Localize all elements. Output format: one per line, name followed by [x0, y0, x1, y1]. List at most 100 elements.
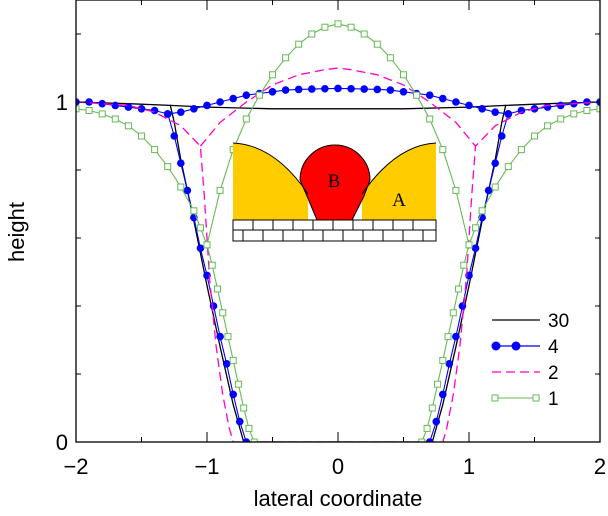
- legend-label-4: 4: [548, 337, 559, 358]
- point-1: [190, 207, 198, 215]
- point-4: [235, 417, 244, 426]
- point-4: [98, 99, 106, 108]
- point-4: [150, 106, 159, 115]
- legend-entry-4: 4: [491, 337, 559, 358]
- x-tick-label: 2: [594, 454, 606, 479]
- x-axis-title: lateral coordinate: [254, 486, 423, 511]
- point-4: [163, 110, 172, 118]
- legend-label-30: 30: [548, 311, 569, 332]
- inset-label-a: A: [392, 190, 406, 211]
- point-1: [544, 122, 552, 130]
- series-layer: [76, 20, 600, 442]
- point-1: [460, 261, 468, 269]
- point-1: [596, 105, 600, 113]
- x-tick-label: 1: [463, 454, 475, 479]
- point-1: [423, 424, 431, 432]
- point-1: [98, 110, 106, 118]
- legend-label-2: 2: [548, 363, 559, 384]
- point-4: [222, 360, 231, 368]
- point-1: [308, 30, 316, 38]
- point-4: [242, 91, 251, 99]
- series-4: [76, 84, 600, 442]
- point-1: [269, 71, 276, 79]
- point-1: [517, 146, 525, 154]
- legend-marker-4: [491, 341, 501, 351]
- point-1: [245, 424, 253, 432]
- point-1: [240, 404, 248, 412]
- series-line-30-part1: [76, 101, 600, 442]
- point-4: [399, 88, 408, 96]
- point-4: [203, 101, 211, 110]
- point-4: [111, 101, 120, 110]
- point-4: [170, 132, 179, 140]
- point-1: [229, 356, 237, 364]
- point-4: [386, 86, 395, 94]
- point-1: [418, 438, 426, 442]
- point-4: [177, 108, 185, 116]
- point-1: [491, 183, 499, 191]
- point-1: [583, 107, 591, 114]
- point-4: [497, 132, 506, 140]
- point-1: [444, 333, 452, 341]
- point-1: [347, 23, 355, 31]
- series-line-2-part2: [199, 67, 477, 147]
- point-1: [219, 309, 227, 317]
- point-1: [426, 115, 434, 123]
- point-1: [151, 146, 159, 154]
- point-1: [439, 356, 447, 364]
- point-4: [439, 94, 447, 103]
- point-4: [471, 244, 480, 252]
- point-1: [196, 224, 204, 232]
- point-4: [281, 86, 290, 94]
- point-1: [478, 207, 486, 215]
- point-4: [242, 438, 251, 442]
- point-4: [439, 390, 447, 399]
- point-4: [484, 186, 493, 195]
- point-1: [465, 241, 473, 249]
- point-4: [432, 417, 441, 426]
- point-1: [455, 285, 463, 293]
- point-4: [196, 244, 205, 252]
- legend-entry-30: 30: [492, 311, 569, 332]
- point-4: [458, 302, 467, 310]
- point-4: [491, 108, 500, 116]
- legend-marker-1b: [532, 394, 540, 402]
- point-1: [449, 309, 457, 317]
- point-1: [164, 163, 172, 171]
- point-4: [543, 103, 552, 111]
- series-2: [76, 67, 600, 442]
- point-1: [242, 115, 250, 123]
- point-4: [478, 105, 486, 113]
- point-1: [400, 71, 407, 79]
- inset-substrate-bricks: [233, 220, 436, 241]
- point-1: [321, 23, 329, 31]
- point-1: [439, 146, 447, 154]
- point-4: [321, 84, 329, 93]
- point-4: [583, 98, 591, 106]
- point-4: [183, 186, 192, 195]
- point-1: [203, 241, 211, 249]
- point-4: [268, 88, 277, 96]
- point-1: [124, 122, 132, 130]
- inset-region-b: [300, 145, 370, 220]
- point-1: [138, 132, 145, 140]
- point-4: [425, 91, 434, 99]
- point-1: [224, 333, 232, 341]
- point-4: [229, 390, 237, 399]
- point-4: [229, 94, 237, 103]
- x-tick-label: 0: [332, 454, 344, 479]
- inset-region-a-left: [233, 143, 308, 220]
- point-1: [504, 163, 512, 171]
- legend-entry-2: 2: [492, 363, 559, 384]
- point-4: [216, 332, 224, 341]
- point-1: [334, 20, 342, 28]
- point-1: [428, 404, 436, 412]
- point-1: [250, 438, 258, 442]
- point-1: [111, 115, 119, 123]
- point-4: [334, 84, 342, 93]
- series-line-30-part2: [170, 104, 506, 110]
- point-1: [531, 132, 538, 140]
- point-1: [386, 54, 394, 62]
- point-4: [517, 106, 526, 115]
